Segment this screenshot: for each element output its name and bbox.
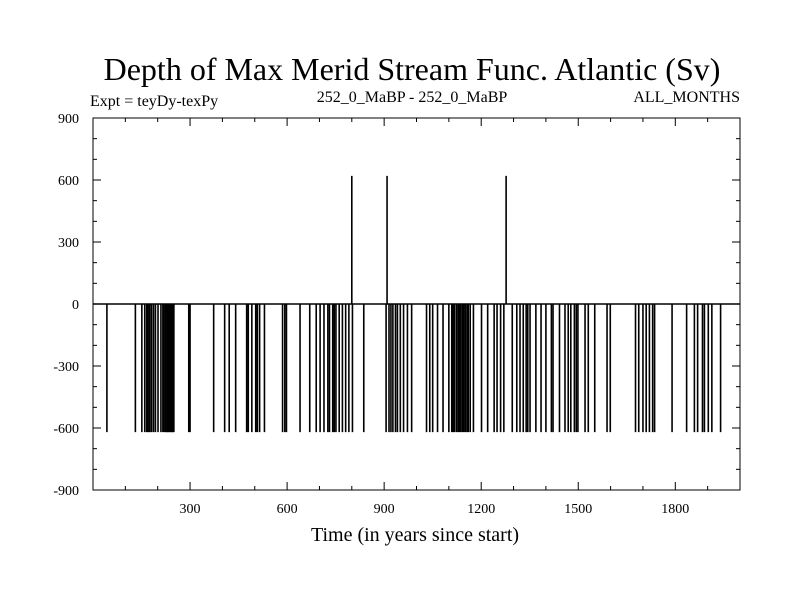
x-tick-label: 900 [374,502,395,517]
x-tick-label: 1800 [661,502,689,517]
y-tick-label: -300 [53,360,79,375]
x-tick-label: 600 [277,502,298,517]
y-tick-label: -900 [53,484,79,499]
x-tick-label: 1200 [467,502,495,517]
y-tick-label: 0 [72,298,79,313]
y-tick-label: 600 [58,174,79,189]
x-axis-label: Time (in years since start) [311,524,519,546]
y-tick-label: -600 [53,422,79,437]
chart-subtitle-left: Expt = teyDy-texPy [90,93,218,110]
y-tick-label: 300 [58,236,79,251]
y-tick-label: 900 [58,112,79,127]
plot-area: -900 -600 -300 0 300 600 900 300 600 900 1200 1500 1… [53,112,741,517]
chart-title: Depth of Max Merid Stream Func. Atlantic… [104,51,721,87]
x-tick-label: 300 [180,502,201,517]
chart-subtitle-center: 252_0_MaBP - 252_0_MaBP [317,89,508,106]
x-tick-label: 1500 [564,502,592,517]
chart-subtitle-right: ALL_MONTHS [633,89,740,106]
